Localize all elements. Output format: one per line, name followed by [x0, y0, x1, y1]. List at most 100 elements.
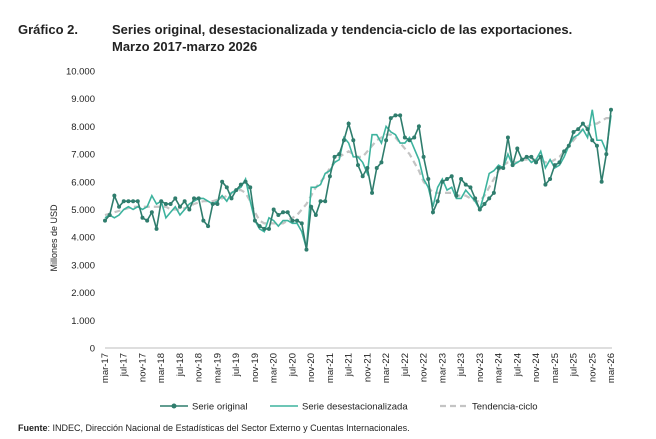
data-point — [487, 196, 492, 201]
data-point — [229, 196, 234, 201]
y-tick-label: 2.000 — [71, 288, 95, 299]
x-tick-label: mar-19 — [212, 353, 223, 383]
data-point — [402, 135, 407, 140]
x-tick-label: jul-24 — [512, 353, 523, 377]
data-point — [252, 218, 257, 223]
data-point — [505, 135, 510, 140]
data-point — [262, 226, 267, 231]
data-point — [332, 154, 337, 159]
data-point — [594, 143, 599, 148]
data-point — [571, 129, 576, 134]
data-point — [510, 163, 515, 168]
data-point — [449, 174, 454, 179]
data-point — [304, 247, 309, 252]
x-tick-label: jul-19 — [231, 353, 242, 377]
data-point — [430, 210, 435, 215]
x-tick-label: jul-25 — [569, 353, 580, 377]
y-axis-label: Millones de USD — [49, 204, 59, 272]
source-text: : INDEC, Dirección Nacional de Estadísti… — [48, 423, 410, 433]
data-point — [121, 199, 126, 204]
data-point — [421, 154, 426, 159]
data-point — [501, 165, 506, 170]
data-point — [609, 107, 613, 112]
data-point — [398, 113, 403, 118]
data-point — [566, 143, 571, 148]
chart-title: Series original, desestacionalizada y te… — [112, 22, 572, 37]
data-point — [445, 177, 450, 182]
x-tick-label: mar-23 — [437, 353, 448, 383]
legend-marker — [171, 403, 177, 409]
data-point — [173, 196, 178, 201]
data-point — [590, 138, 595, 143]
data-point — [552, 163, 557, 168]
data-point — [131, 199, 136, 204]
data-point — [168, 201, 173, 206]
x-tick-label: nov-17 — [137, 353, 148, 382]
data-point — [271, 207, 276, 212]
data-point — [388, 116, 393, 121]
data-point — [548, 177, 553, 182]
data-point — [187, 207, 192, 212]
data-point — [327, 174, 332, 179]
x-tick-label: nov-22 — [419, 353, 430, 382]
series-line — [104, 109, 612, 250]
data-point — [407, 138, 412, 143]
y-tick-label: 8.000 — [71, 122, 95, 133]
data-point — [580, 121, 585, 126]
y-tick-label: 6.000 — [71, 177, 95, 188]
x-tick-label: mar-18 — [156, 353, 167, 383]
data-point — [341, 138, 346, 143]
x-tick-label: mar-24 — [494, 353, 505, 383]
data-point — [426, 177, 431, 182]
data-point — [210, 201, 215, 206]
data-point — [384, 138, 389, 143]
x-tick-label: mar-21 — [325, 353, 336, 383]
data-point — [266, 226, 271, 231]
data-point — [224, 185, 229, 190]
data-point — [103, 218, 107, 223]
y-tick-label: 7.000 — [71, 150, 95, 161]
x-tick-label: mar-20 — [269, 353, 280, 383]
chart-label: Gráfico 2. — [18, 22, 78, 37]
data-point — [374, 165, 379, 170]
data-point — [309, 204, 314, 209]
data-point — [276, 213, 281, 218]
data-point — [477, 207, 482, 212]
chart-subtitle: Marzo 2017-marzo 2026 — [112, 39, 257, 54]
data-point — [318, 199, 323, 204]
x-tick-label: nov-25 — [587, 353, 598, 382]
data-point — [599, 179, 604, 184]
data-point — [290, 218, 295, 223]
data-point — [285, 210, 290, 215]
x-tick-label: mar-22 — [381, 353, 392, 383]
data-point — [337, 152, 342, 157]
data-point — [496, 165, 501, 170]
data-point — [557, 160, 562, 165]
data-point — [248, 185, 253, 190]
data-point — [491, 190, 496, 195]
y-tick-label: 10.000 — [66, 67, 95, 78]
x-tick-label: jul-18 — [175, 353, 186, 377]
y-tick-label: 1.000 — [71, 316, 95, 327]
data-point — [351, 138, 356, 143]
data-point — [163, 201, 168, 206]
legend-label: Tendencia-ciclo — [472, 402, 537, 413]
data-point — [538, 154, 543, 159]
data-point — [604, 152, 609, 157]
data-point — [562, 149, 567, 154]
data-point — [215, 201, 220, 206]
series-line — [104, 109, 612, 249]
data-point — [346, 121, 351, 126]
data-point — [135, 199, 140, 204]
y-tick-label: 0 — [90, 344, 95, 355]
x-tick-label: jul-20 — [287, 353, 298, 377]
x-tick-label: mar-25 — [550, 353, 561, 383]
data-point — [543, 182, 548, 187]
data-point — [154, 226, 159, 231]
y-tick-label: 9.000 — [71, 94, 95, 105]
x-tick-label: jul-23 — [456, 353, 467, 377]
y-tick-label: 5.000 — [71, 205, 95, 216]
data-point — [473, 196, 478, 201]
data-point — [243, 179, 248, 184]
data-point — [177, 204, 182, 209]
